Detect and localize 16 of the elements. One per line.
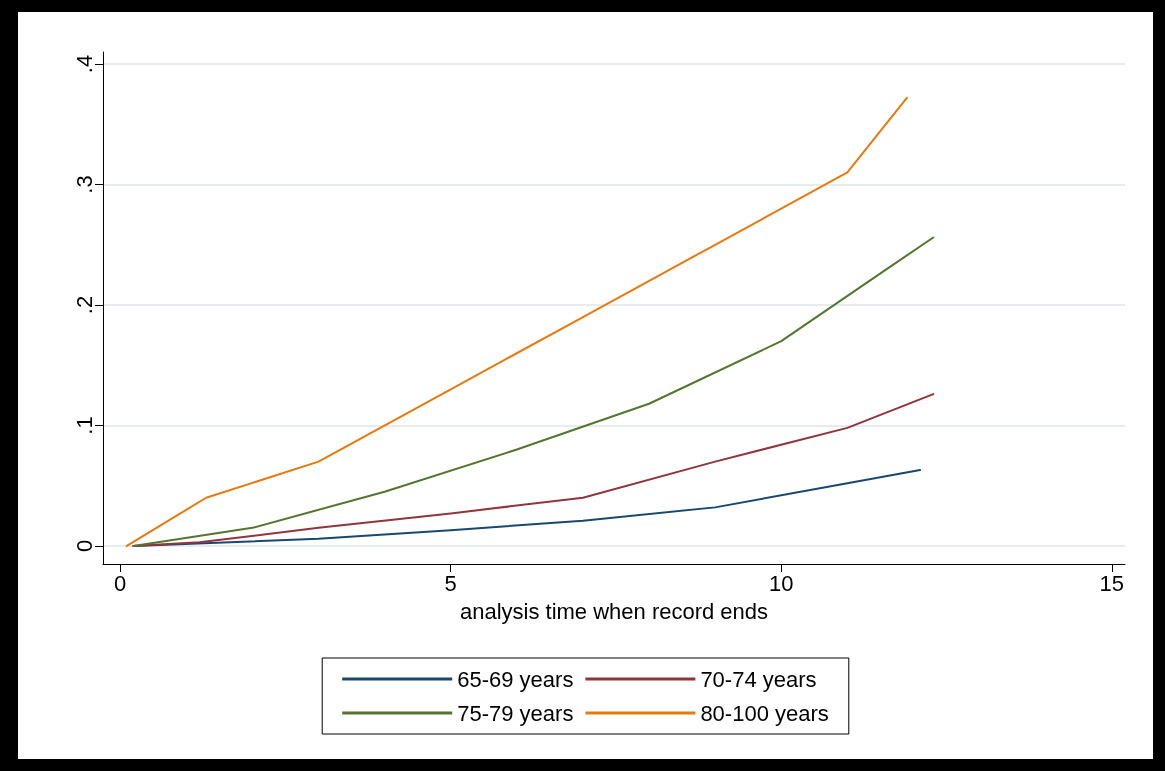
legend-label: 70-74 years [700, 666, 817, 692]
legend-label: 65-69 years [457, 666, 574, 692]
y-tick-label: .4 [71, 54, 97, 74]
y-tick-label: .3 [71, 175, 97, 194]
line-series [132, 236, 935, 547]
x-tick-label: 15 [1099, 570, 1125, 596]
x-axis-title: analysis time when record ends [459, 598, 769, 624]
y-tick-label: .2 [71, 295, 97, 315]
legend-label: 75-79 years [457, 700, 574, 726]
x-tick-label: 0 [114, 570, 127, 596]
x-tick-label: 10 [769, 570, 794, 596]
legend-label: 80-100 years [700, 700, 829, 726]
x-tick-label: 5 [444, 570, 457, 596]
y-tick-label: .1 [71, 416, 97, 435]
y-tick-label: 0 [71, 539, 97, 553]
line-series [125, 96, 908, 547]
